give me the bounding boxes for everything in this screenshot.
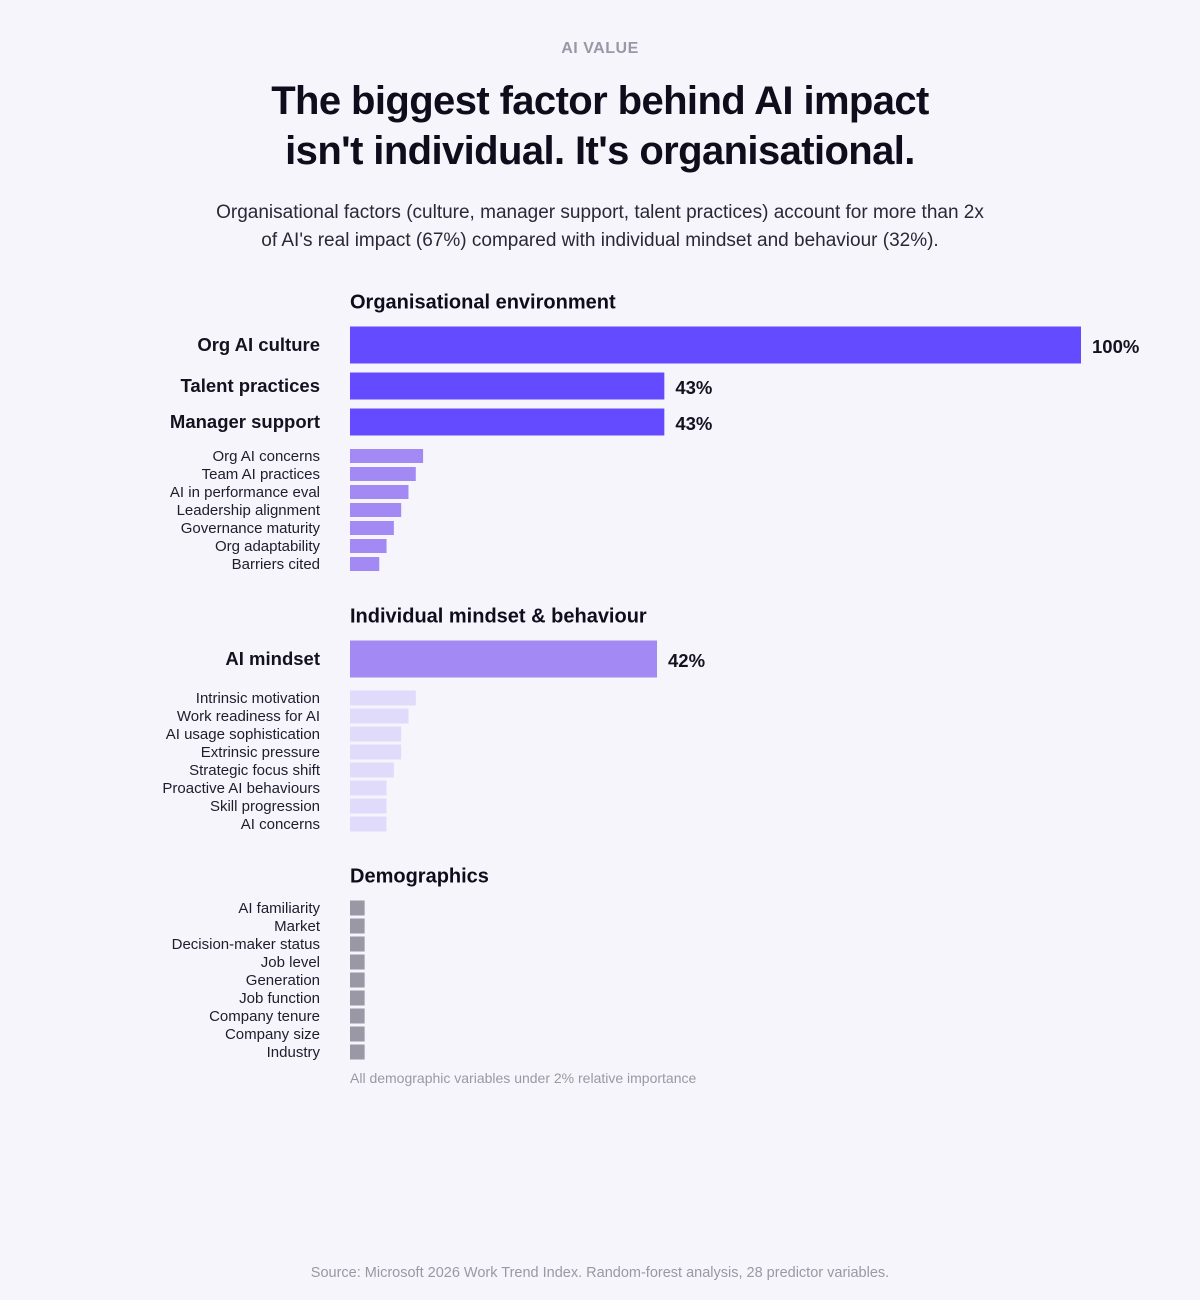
bar — [350, 918, 365, 934]
bar — [350, 744, 402, 760]
bar-label: Talent practices — [181, 375, 321, 396]
group-title: Organisational environment — [350, 291, 616, 313]
bar — [350, 640, 658, 678]
bar — [350, 539, 387, 553]
bar-label: Industry — [267, 1044, 321, 1061]
bar-label: Job function — [239, 990, 320, 1007]
bar-label: Manager support — [170, 411, 320, 432]
source-note: Source: Microsoft 2026 Work Trend Index.… — [310, 1265, 890, 1281]
bar — [350, 690, 416, 706]
bar-label: Work readiness for AI — [177, 708, 320, 725]
page-subtitle-line-1: Organisational factors (culture, manager… — [216, 202, 984, 223]
bar-label: Job level — [261, 954, 320, 971]
bar — [350, 449, 424, 463]
value-label: 42% — [668, 650, 705, 671]
bar-label: Barriers cited — [232, 556, 320, 573]
bar — [350, 900, 365, 916]
eyebrow-label: AI VALUE — [561, 40, 639, 57]
bar — [350, 485, 409, 499]
demographics-footnote: All demographic variables under 2% relat… — [350, 1070, 697, 1086]
bar — [350, 780, 387, 796]
value-label: 100% — [1092, 336, 1139, 357]
bar-label: AI mindset — [225, 648, 320, 669]
bar — [350, 467, 416, 481]
bar-label: Org AI culture — [197, 334, 320, 355]
bar — [350, 503, 402, 517]
bar-label: Leadership alignment — [177, 502, 321, 519]
bar-label: AI familiarity — [238, 900, 320, 917]
bar-label: Decision-maker status — [172, 936, 320, 953]
bar-label: AI usage sophistication — [166, 726, 320, 743]
bar — [350, 708, 409, 724]
page-title: The biggest factor behind AI impact isn'… — [150, 76, 1050, 176]
bar-label: Company tenure — [209, 1008, 320, 1025]
bar-label: AI in performance eval — [170, 484, 320, 501]
bar — [350, 1044, 365, 1060]
bar-label: Org AI concerns — [212, 448, 320, 465]
bar — [350, 798, 387, 814]
value-label: 43% — [675, 413, 712, 434]
bar — [350, 726, 402, 742]
bar — [350, 936, 365, 952]
bar-label: Org adaptability — [215, 538, 321, 555]
bar — [350, 762, 394, 778]
bar-label: Strategic focus shift — [189, 762, 321, 779]
bar — [350, 521, 394, 535]
group-title: Individual mindset & behaviour — [350, 605, 647, 627]
bar-label: Governance maturity — [181, 520, 321, 537]
bar — [350, 408, 665, 436]
bar-label: Generation — [246, 972, 320, 989]
bar-label: Intrinsic motivation — [196, 690, 320, 707]
bar — [350, 1008, 365, 1024]
page-title-line-1: The biggest factor behind AI impact — [271, 79, 929, 123]
bar — [350, 990, 365, 1006]
value-label: 43% — [675, 377, 712, 398]
bar — [350, 972, 365, 988]
bar-label: Skill progression — [210, 798, 320, 815]
group-title: Demographics — [350, 865, 489, 887]
bar — [350, 1026, 365, 1042]
bar-label: Proactive AI behaviours — [162, 780, 320, 797]
bar — [350, 557, 380, 571]
bar-label: Market — [274, 918, 321, 935]
page-subtitle: Organisational factors (culture, manager… — [150, 199, 1050, 255]
bar-label: Team AI practices — [202, 466, 320, 483]
page-subtitle-line-2: of AI's real impact (67%) compared with … — [261, 230, 939, 251]
bar — [350, 954, 365, 970]
bar-label: Company size — [225, 1026, 320, 1043]
page-title-line-2: isn't individual. It's organisational. — [285, 129, 915, 173]
bar-label: Extrinsic pressure — [201, 744, 320, 761]
bar — [350, 326, 1081, 364]
bar-label: AI concerns — [241, 816, 320, 833]
bar — [350, 372, 665, 400]
bar — [350, 816, 387, 832]
